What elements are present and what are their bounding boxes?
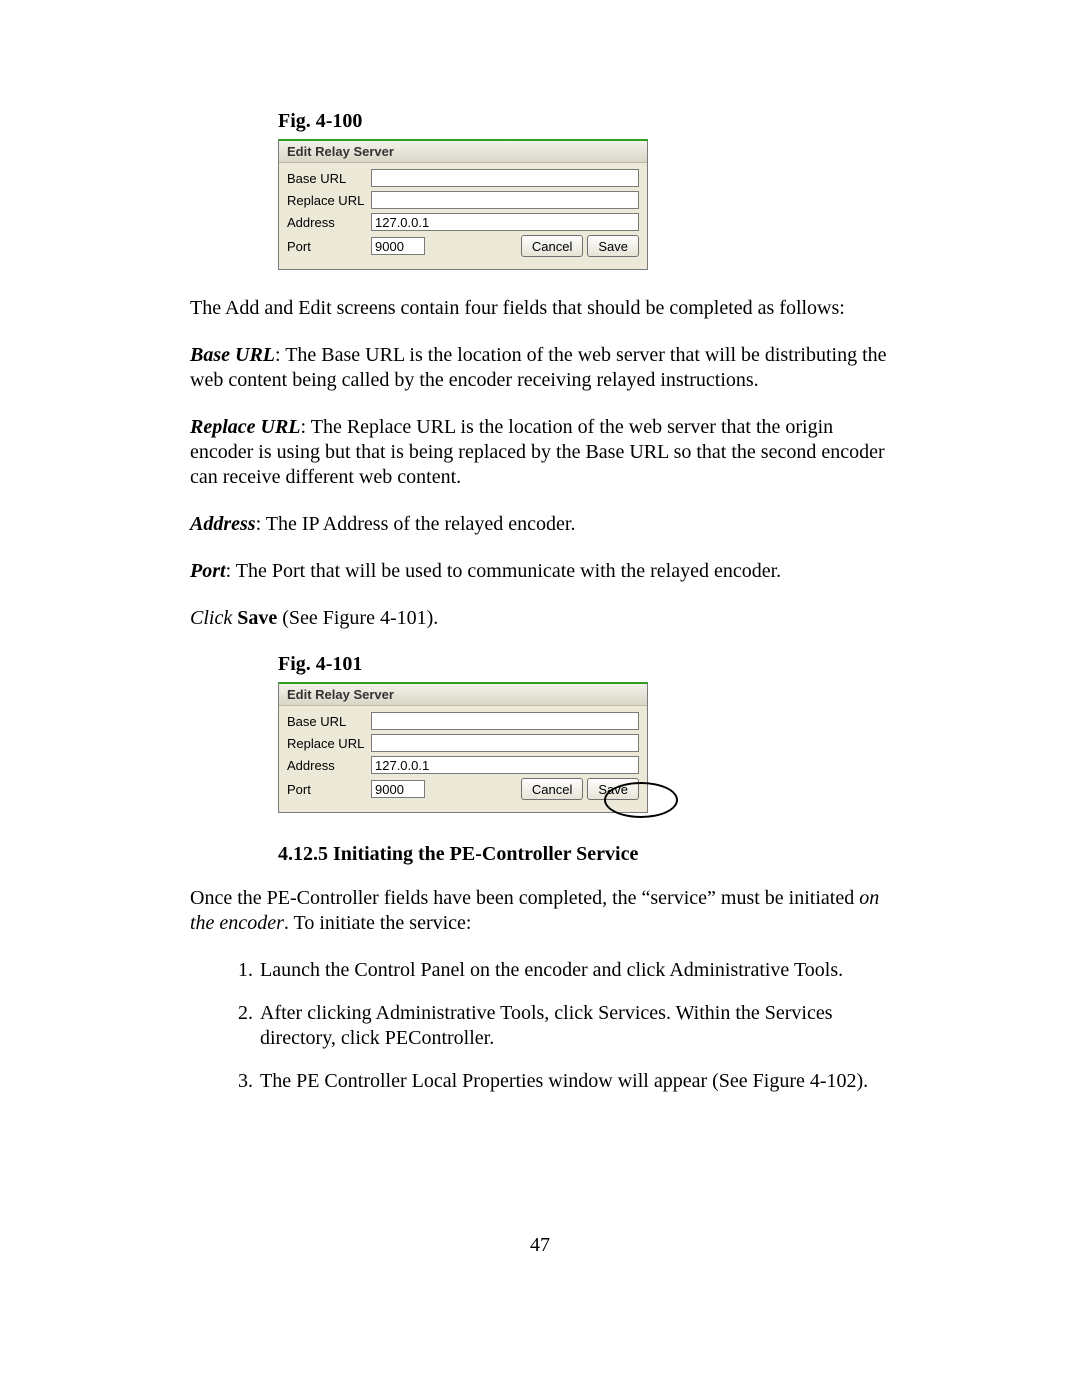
steps-list: Launch the Control Panel on the encoder … <box>190 958 890 1094</box>
button-bar: Cancel Save <box>521 778 639 800</box>
initiate-pre: Once the PE-Controller fields have been … <box>190 887 859 909</box>
step-1-d: . <box>838 959 843 981</box>
step-1-b: click <box>627 959 670 981</box>
label-replace-url: Replace URL <box>287 193 371 208</box>
input-address[interactable] <box>371 213 639 231</box>
click-save-paragraph: Click Save (See Figure 4-101). <box>190 606 890 631</box>
page-number: 47 <box>190 1234 890 1257</box>
input-replace-url[interactable] <box>371 734 639 752</box>
dialog-body: Base URL Replace URL Address Port Cancel <box>279 706 647 812</box>
port-label: Port <box>190 560 226 582</box>
row-replace-url: Replace URL <box>287 191 639 209</box>
button-bar: Cancel Save <box>521 235 639 257</box>
save-button[interactable]: Save <box>587 778 639 800</box>
replaceurl-label: Replace URL <box>190 416 301 438</box>
replaceurl-paragraph: Replace URL: The Replace URL is the loca… <box>190 415 890 490</box>
address-text: : The IP Address of the relayed encoder. <box>256 513 576 535</box>
row-address: Address <box>287 213 639 231</box>
dialog-title: Edit Relay Server <box>279 141 647 163</box>
input-port[interactable] <box>371 237 425 255</box>
label-address: Address <box>287 758 371 773</box>
input-address[interactable] <box>371 756 639 774</box>
step-2-e: click <box>341 1027 385 1049</box>
label-base-url: Base URL <box>287 171 371 186</box>
address-paragraph: Address: The IP Address of the relayed e… <box>190 512 890 537</box>
input-base-url[interactable] <box>371 712 639 730</box>
label-port: Port <box>287 782 371 797</box>
baseurl-text: : The Base URL is the location of the we… <box>190 344 887 391</box>
click-save-bold: Save <box>237 607 277 629</box>
port-text: : The Port that will be used to communic… <box>226 560 782 582</box>
step-2: After clicking Administrative Tools, cli… <box>258 1001 890 1051</box>
input-port[interactable] <box>371 780 425 798</box>
intro-paragraph: The Add and Edit screens contain four fi… <box>190 296 890 321</box>
dialog-101-wrap: Edit Relay Server Base URL Replace URL A… <box>278 682 648 813</box>
fig-caption-101: Fig. 4-101 <box>278 653 890 676</box>
step-2-a: After clicking Administrative Tools, <box>260 1002 554 1024</box>
cancel-button[interactable]: Cancel <box>521 778 583 800</box>
dialog-100-wrap: Edit Relay Server Base URL Replace URL A… <box>278 139 648 270</box>
initiate-post: . To initiate the service: <box>284 912 472 934</box>
label-port: Port <box>287 239 371 254</box>
step-1: Launch the Control Panel on the encoder … <box>258 958 890 983</box>
step-1-a: Launch the Control Panel on the encoder … <box>260 959 627 981</box>
label-base-url: Base URL <box>287 714 371 729</box>
step-2-f: PEController <box>385 1027 489 1049</box>
fig-caption-100: Fig. 4-100 <box>278 110 890 133</box>
step-1-c: Administrative Tools <box>669 959 838 981</box>
baseurl-paragraph: Base URL: The Base URL is the location o… <box>190 343 890 393</box>
row-base-url: Base URL <box>287 712 639 730</box>
input-base-url[interactable] <box>371 169 639 187</box>
edit-relay-dialog-100: Edit Relay Server Base URL Replace URL A… <box>278 139 648 270</box>
page: Fig. 4-100 Edit Relay Server Base URL Re… <box>0 0 1080 1317</box>
step-2-b: click <box>554 1002 598 1024</box>
label-replace-url: Replace URL <box>287 736 371 751</box>
row-replace-url: Replace URL <box>287 734 639 752</box>
cancel-button[interactable]: Cancel <box>521 235 583 257</box>
row-port: Port Cancel Save <box>287 778 639 800</box>
row-port: Port Cancel Save <box>287 235 639 257</box>
address-label: Address <box>190 513 256 535</box>
baseurl-label: Base URL <box>190 344 275 366</box>
input-replace-url[interactable] <box>371 191 639 209</box>
edit-relay-dialog-101: Edit Relay Server Base URL Replace URL A… <box>278 682 648 813</box>
step-2-c: Services <box>598 1002 666 1024</box>
section-heading: 4.12.5 Initiating the PE-Controller Serv… <box>278 843 890 866</box>
dialog-title: Edit Relay Server <box>279 684 647 706</box>
save-button[interactable]: Save <box>587 235 639 257</box>
label-address: Address <box>287 215 371 230</box>
dialog-body: Base URL Replace URL Address Port Cancel <box>279 163 647 269</box>
click-save-pre: Click <box>190 607 237 629</box>
step-3: The PE Controller Local Properties windo… <box>258 1069 890 1094</box>
step-2-g: . <box>489 1027 494 1049</box>
click-save-post: (See Figure 4-101). <box>277 607 438 629</box>
row-base-url: Base URL <box>287 169 639 187</box>
row-address: Address <box>287 756 639 774</box>
initiate-paragraph: Once the PE-Controller fields have been … <box>190 886 890 936</box>
port-paragraph: Port: The Port that will be used to comm… <box>190 559 890 584</box>
